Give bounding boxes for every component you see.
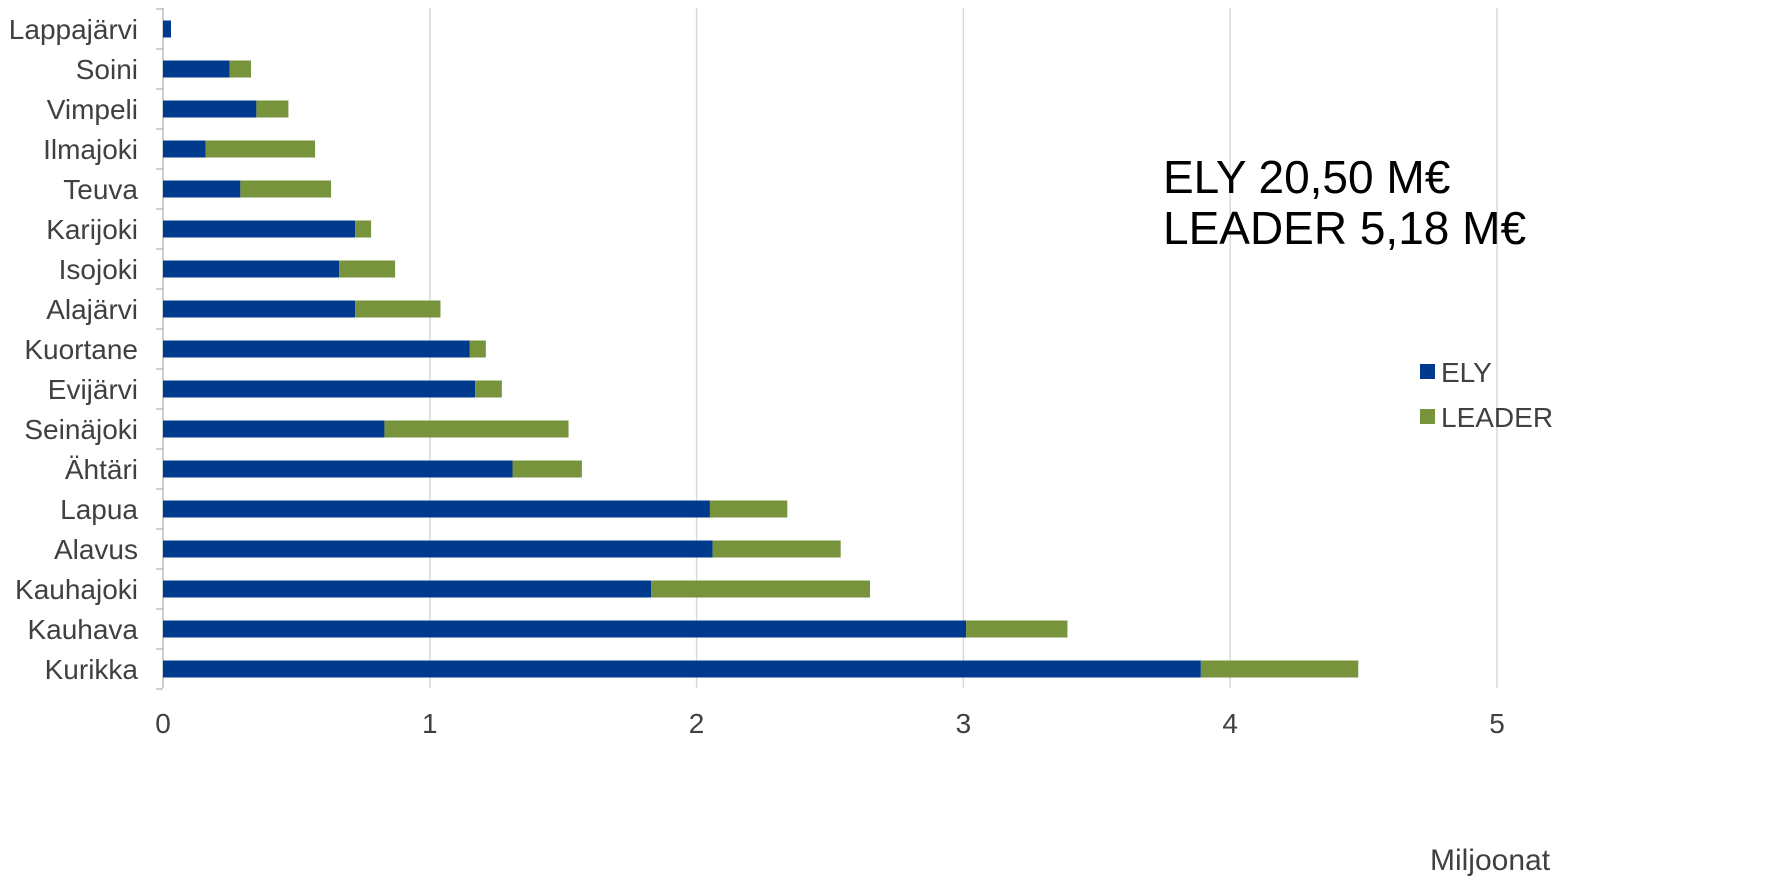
bar-ely-16 <box>163 660 1201 678</box>
x-tick-label: 2 <box>689 708 705 739</box>
bar-ely-15 <box>163 620 967 638</box>
category-label: Evijärvi <box>48 374 138 405</box>
bar-leader-1 <box>229 60 252 78</box>
bar-leader-9 <box>475 380 502 398</box>
bar-ely-11 <box>163 460 513 478</box>
bar-leader-7 <box>355 300 441 318</box>
bar-leader-14 <box>651 580 871 598</box>
bar-leader-13 <box>712 540 841 558</box>
category-label: Kauhava <box>27 614 138 645</box>
bar-leader-16 <box>1200 660 1359 678</box>
category-label: Seinäjoki <box>24 414 138 445</box>
category-label: Teuva <box>63 174 138 205</box>
category-label: Kauhajoki <box>15 574 138 605</box>
bar-leader-2 <box>256 100 289 118</box>
category-label: Karijoki <box>46 214 138 245</box>
bar-leader-8 <box>469 340 486 358</box>
category-label: Alajärvi <box>46 294 138 325</box>
category-label: Kurikka <box>45 654 139 685</box>
bar-leader-6 <box>339 260 396 278</box>
bar-ely-2 <box>163 100 257 118</box>
totals-annotation: ELY 20,50 M€ LEADER 5,18 M€ <box>1163 151 1526 254</box>
category-axis <box>156 8 164 690</box>
category-label: Ilmajoki <box>43 134 138 165</box>
bar-ely-14 <box>163 580 652 598</box>
bar-ely-7 <box>163 300 356 318</box>
x-tick-label: 3 <box>956 708 972 739</box>
bar-leader-5 <box>355 220 372 238</box>
category-label: Isojoki <box>59 254 138 285</box>
x-tick-label: 1 <box>422 708 438 739</box>
bar-ely-0 <box>163 20 172 38</box>
category-label: Soini <box>76 54 138 85</box>
bar-leader-12 <box>709 500 788 518</box>
x-tick-label: 5 <box>1489 708 1505 739</box>
category-label: Kuortane <box>24 334 138 365</box>
legend-swatch-ely <box>1420 364 1435 379</box>
bar-ely-5 <box>163 220 356 238</box>
bar-ely-3 <box>163 140 206 158</box>
category-label: Ähtäri <box>65 454 138 485</box>
bar-ely-12 <box>163 500 710 518</box>
category-label: Vimpeli <box>47 94 138 125</box>
legend-label-ely: ELY <box>1441 357 1492 388</box>
bar-leader-4 <box>240 180 332 198</box>
annotation-leader-total: LEADER 5,18 M€ <box>1163 202 1526 254</box>
bar-leader-11 <box>512 460 582 478</box>
x-tick-label: 4 <box>1222 708 1238 739</box>
x-axis-unit-label: Miljoonat <box>1430 844 1551 877</box>
bar-ely-8 <box>163 340 470 358</box>
bars <box>163 20 1359 678</box>
bar-ely-13 <box>163 540 713 558</box>
bar-leader-15 <box>966 620 1068 638</box>
legend-label-leader: LEADER <box>1441 402 1553 433</box>
category-labels: Lappajärvi Soini Vimpeli Ilmajoki Teuva Karij… <box>9 14 139 685</box>
bar-ely-4 <box>163 180 241 198</box>
x-tick-labels: 0 1 2 3 4 5 <box>155 708 1505 739</box>
annotation-ely-total: ELY 20,50 M€ <box>1163 151 1450 203</box>
bar-ely-6 <box>163 260 340 278</box>
category-label: Lappajärvi <box>9 14 138 45</box>
bar-leader-10 <box>384 420 569 438</box>
legend-swatch-leader <box>1420 409 1435 424</box>
category-label: Alavus <box>54 534 138 565</box>
legend: ELY LEADER <box>1420 357 1553 433</box>
x-tick-label: 0 <box>155 708 171 739</box>
category-label: Lapua <box>60 494 138 525</box>
bar-leader-3 <box>205 140 316 158</box>
bar-ely-1 <box>163 60 230 78</box>
gridlines <box>429 8 1498 688</box>
bar-ely-10 <box>163 420 385 438</box>
bar-ely-9 <box>163 380 476 398</box>
